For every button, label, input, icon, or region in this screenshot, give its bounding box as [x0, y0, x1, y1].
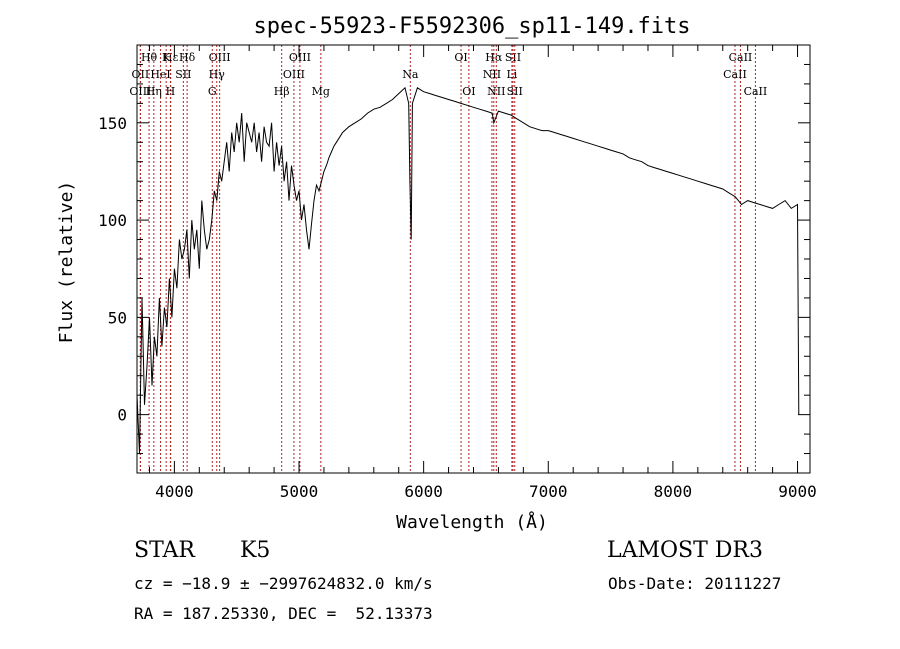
spectral-line-label: OI — [462, 85, 475, 98]
axis-ticks: 4000 5000 6000 7000 8000 9000 0 50 100 150 — [98, 45, 817, 501]
chart-title: spec-55923-F5592306_sp11-149.fits — [253, 14, 690, 39]
plot-frame — [136, 44, 811, 474]
spectral-line-label: SII — [507, 85, 523, 98]
y-tick-label: 0 — [117, 406, 127, 425]
x-tick-label: 8000 — [654, 482, 693, 501]
spectral-line-label: NII — [483, 68, 501, 81]
x-tick-label: 7000 — [529, 482, 568, 501]
spectral-line-label: CaII — [729, 51, 753, 64]
spectral-line-label: SII — [505, 51, 521, 64]
spectrum-line — [136, 86, 800, 454]
spectral-line-label: OIII — [289, 51, 311, 64]
spectral-line-label: Hθ — [141, 51, 158, 64]
spectral-line-label: OIII — [129, 85, 151, 98]
spectral-line-label: CaII — [723, 68, 747, 81]
spectral-line-label: HeI — [150, 68, 170, 81]
spectral-line-label: Hη — [146, 85, 162, 98]
spectral-line-label: Na — [402, 68, 419, 81]
spectral-line-label: G — [208, 85, 217, 98]
y-tick-label: 150 — [98, 114, 127, 133]
spectral-line-label: CaII — [744, 85, 768, 98]
spectral-line-label: NII — [487, 85, 505, 98]
spectral-line-label: Hδ — [179, 51, 196, 64]
coordinates-line: RA = 187.25330, DEC = 52.13373 — [134, 604, 433, 623]
spectral-line-label: Mg — [312, 85, 330, 98]
y-axis-label: Flux (relative) — [56, 181, 77, 344]
y-tick-label: 100 — [98, 211, 127, 230]
spectral-line-label: Li — [506, 68, 517, 81]
y-tick-label: 50 — [108, 308, 127, 327]
x-tick-label: 4000 — [155, 482, 194, 501]
spectral-line-label: OIII — [283, 68, 305, 81]
spectral-line-label: Hγ — [209, 68, 226, 81]
survey-name: LAMOST DR3 — [607, 538, 763, 563]
spectral-line-label: Hα — [485, 51, 503, 64]
spectral-line-label: Hβ — [274, 85, 290, 98]
x-tick-label: 9000 — [778, 482, 817, 501]
x-tick-label: 5000 — [280, 482, 319, 501]
spectral-line-label: H — [166, 85, 176, 98]
spectral-line-label: OI — [454, 51, 467, 64]
object-subclass: K5 — [240, 538, 271, 563]
spectral-line-label: SII — [175, 68, 191, 81]
redshift-line: cz = −18.9 ± −2997624832.0 km/s — [134, 574, 433, 593]
object-type: STAR — [134, 538, 195, 563]
spectral-line-label: K — [162, 51, 171, 64]
spectral-line-label: OIII — [209, 51, 231, 64]
x-tick-label: 6000 — [404, 482, 443, 501]
x-axis-label: Wavelength (Å) — [396, 511, 548, 533]
obs-date: Obs-Date: 20111227 — [608, 574, 782, 593]
